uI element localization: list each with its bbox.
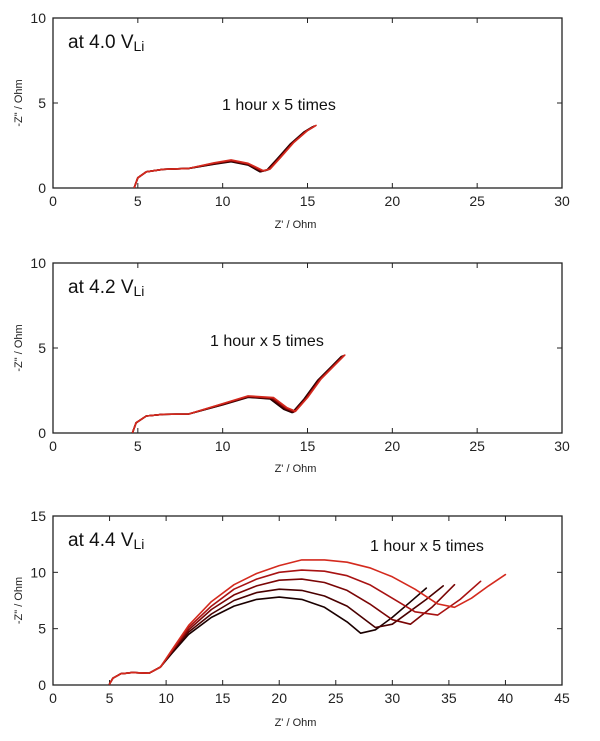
panel-label: at 4.0 VLi [68, 32, 144, 54]
x-tick-label: 45 [554, 690, 570, 706]
y-tick-label: 5 [38, 621, 46, 637]
chart-panel-1: 0 5 10 15 20 25 30 0 5 10 Z' / Ohm -Z" / Ohm at 4.0 … [13, 10, 570, 231]
annotation-text: 1 hour x 5 times [210, 333, 324, 350]
x-tick-label: 0 [49, 690, 57, 706]
series-line-4 [108, 569, 482, 685]
x-tick-label: 25 [328, 690, 344, 706]
x-tick-label: 30 [385, 690, 401, 706]
panel-label: at 4.4 VLi [68, 530, 144, 552]
x-tick-label: 15 [300, 438, 316, 454]
y-tick-label: 5 [38, 340, 46, 356]
y-tick-label: 10 [30, 564, 46, 580]
x-axis-title: Z' / Ohm [275, 717, 317, 729]
x-tick-label: 20 [385, 438, 401, 454]
x-tick-label: 15 [215, 690, 231, 706]
series-line-5 [108, 559, 507, 685]
series-line-3 [108, 578, 456, 685]
x-tick-label: 30 [554, 193, 570, 209]
x-tick-label: 35 [441, 690, 457, 706]
y-tick-label: 0 [38, 425, 46, 441]
series-line-2 [108, 585, 444, 685]
series-line-4 [133, 125, 316, 188]
y-tick-label: 0 [38, 677, 46, 693]
y-axis-title: -Z" / Ohm [13, 577, 25, 624]
x-tick-label: 15 [300, 193, 316, 209]
x-tick-label: 5 [134, 193, 142, 209]
chart-panel-3: 0 5 10 15 20 25 30 35 40 45 0 5 10 15 Z' / Ohm -Z" / Oh… [13, 508, 570, 729]
x-tick-label: 20 [385, 193, 401, 209]
x-tick-label: 25 [469, 438, 485, 454]
series-line-3 [131, 355, 344, 433]
x-tick-label: 40 [498, 690, 514, 706]
series-line-4 [131, 354, 345, 433]
y-axis-title: -Z" / Ohm [13, 79, 25, 126]
chart-panel-2: 0 5 10 15 20 25 30 0 5 10 Z' / Ohm -Z" / Ohm at 4.2 … [13, 255, 570, 475]
x-tick-label: 10 [215, 438, 231, 454]
x-tick-label: 0 [49, 438, 57, 454]
annotation-text: 1 hour x 5 times [222, 97, 336, 114]
x-tick-label: 20 [271, 690, 287, 706]
y-tick-label: 0 [38, 180, 46, 196]
x-tick-label: 10 [158, 690, 174, 706]
y-tick-label: 15 [30, 508, 46, 524]
series-line-5 [133, 124, 317, 188]
x-tick-label: 30 [554, 438, 570, 454]
y-tick-label: 5 [38, 95, 46, 111]
x-tick-label: 25 [469, 193, 485, 209]
series-line-1 [133, 126, 314, 188]
x-tick-label: 0 [49, 193, 57, 209]
y-axis-title: -Z" / Ohm [13, 324, 25, 371]
series-line-5 [131, 354, 346, 433]
series-line-3 [133, 125, 316, 188]
y-tick-label: 10 [30, 255, 46, 271]
x-tick-label: 5 [134, 438, 142, 454]
x-tick-label: 5 [106, 690, 114, 706]
annotation-text: 1 hour x 5 times [370, 538, 484, 555]
x-axis-title: Z' / Ohm [275, 463, 317, 475]
x-axis-title: Z' / Ohm [275, 219, 317, 231]
panel-label: at 4.2 VLi [68, 277, 144, 299]
y-tick-label: 10 [30, 10, 46, 26]
series-line-2 [133, 125, 315, 188]
plot-frame [52, 515, 563, 686]
x-tick-label: 10 [215, 193, 231, 209]
